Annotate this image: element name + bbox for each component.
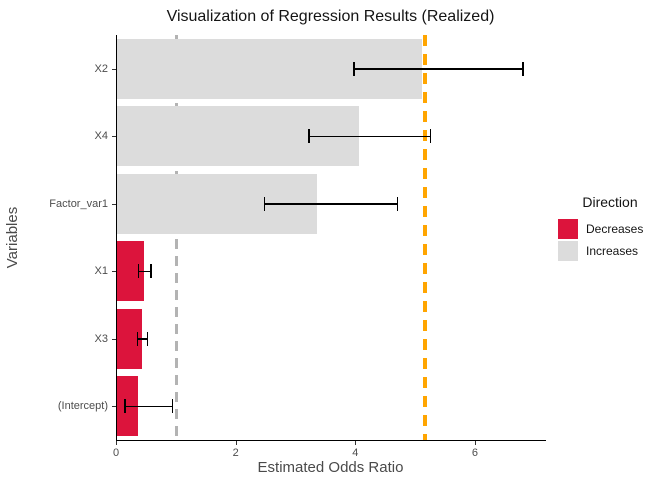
errorbar-cap-high [171,399,174,414]
y-axis-tick-labels: X2 X4 Factor_var1 X1 X3 (Intercept) [0,0,108,480]
legend-item-label: Decreases [586,222,644,236]
x-tick-label-2: 2 [232,447,239,459]
y-tick-mark [112,68,116,70]
errorbar-cap-high [522,61,524,76]
y-tick-mark [112,136,116,138]
legend-title: Direction [582,194,638,210]
y-tick-mark [112,406,116,408]
errorbar-cap-low [353,61,355,76]
errorbar-cap-low [263,196,266,211]
reference-lines-layer [117,35,546,440]
errorbar-line [353,68,524,70]
error-bars-layer [117,35,546,440]
plot-panel [116,35,546,441]
errorbar-cap-low [308,129,310,144]
x-axis-ticks: 0 2 4 6 [113,440,545,462]
errorbar-cap-high [396,196,399,211]
errorbar-cap-low [136,331,139,346]
y-tick-label-Factor_var1: Factor_var1 [49,197,108,210]
null-odds-reference-line [175,35,179,440]
errorbar-line [124,405,174,407]
x-tick-label-6: 6 [471,447,479,459]
errorbar-cap-high [150,264,152,279]
y-tick-mark [112,203,116,205]
plot-title: Visualization of Regression Results (Rea… [166,8,495,25]
legend-item-decreases: Decreases [558,218,662,240]
x-axis-title: Estimated Odds Ratio [257,459,404,476]
errorbar-line [263,203,399,205]
y-tick-label-X2: X2 [94,62,108,75]
y-tick-label-X3: X3 [94,332,108,345]
errorbar-cap-low [124,399,126,414]
x-tick-mark [474,441,476,445]
errorbar-line [136,338,149,340]
errorbar-line [137,270,152,272]
errorbar-cap-high [146,331,149,346]
x-tick-mark [116,441,117,445]
x-tick-mark [235,441,237,445]
legend-key-swatch [558,241,578,261]
y-tick-label-(Intercept): (Intercept) [57,400,108,413]
legend-item-label: Increases [586,244,639,258]
legend-key-swatch [558,219,578,239]
y-tick-label-X1: X1 [94,265,108,278]
errorbar-line [308,135,432,137]
x-tick-mark [355,441,357,445]
errorbar-cap-low [137,264,140,279]
y-tick-mark [112,271,116,273]
legend-items: Decreases Increases [558,218,662,262]
y-tick-mark [112,338,116,340]
errorbar-cap-high [429,129,432,144]
x-tick-label-4: 4 [352,447,359,459]
realized-odds-reference-line [423,35,428,440]
legend: Direction Decreases Increases [558,194,662,262]
legend-item-increases: Increases [558,240,662,262]
x-tick-label-0: 0 [112,447,120,459]
y-tick-label-X4: X4 [94,130,108,143]
